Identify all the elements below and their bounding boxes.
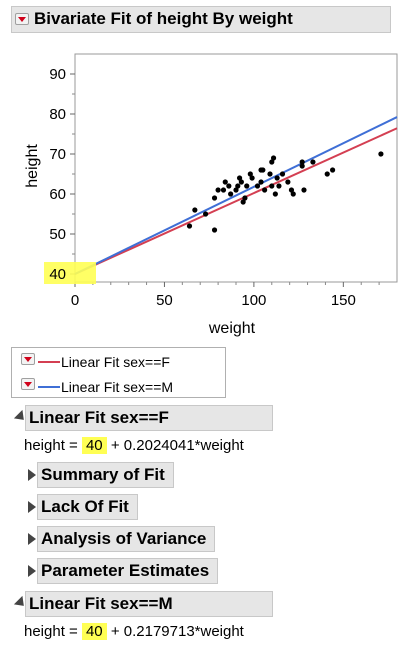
legend-m-menu-icon[interactable] — [21, 378, 35, 390]
y-tick-label: 70 — [49, 146, 66, 163]
data-point — [249, 175, 255, 181]
analysis-of-variance-header[interactable]: Analysis of Variance — [37, 526, 216, 552]
fit-m-title: Linear Fit sex==M — [29, 594, 173, 613]
data-point — [258, 179, 264, 185]
data-point — [274, 175, 280, 181]
fit-legend — [11, 347, 226, 398]
x-tick-label: 50 — [156, 292, 173, 309]
y-tick-label: 50 — [49, 226, 66, 243]
fit-m-eq-intercept: 40 — [81, 623, 107, 640]
plot-frame — [74, 53, 398, 283]
data-point — [254, 183, 261, 189]
data-point — [299, 163, 305, 169]
data-point — [276, 183, 282, 189]
data-point — [310, 159, 316, 165]
fit-f-equation: height = 40 + 0.2024041*weight — [24, 437, 244, 454]
x-axis-label: weight — [208, 320, 256, 337]
legend-f-menu-icon[interactable] — [21, 353, 35, 365]
data-point — [324, 171, 330, 177]
fit-f-title: Linear Fit sex==F — [29, 408, 169, 427]
fit-m-header[interactable]: Linear Fit sex==M — [25, 591, 273, 617]
data-point — [288, 187, 295, 193]
y-axis-label: height — [24, 144, 41, 188]
legend-m-label: Linear Fit sex==M — [61, 379, 174, 395]
data-point — [238, 179, 244, 185]
fit-f-eq-rest: + 0.2024041*weight — [106, 437, 244, 454]
data-point — [242, 195, 248, 201]
fit-f-header[interactable]: Linear Fit sex==F — [25, 405, 273, 431]
data-point — [228, 191, 234, 197]
intercept-highlight — [44, 262, 96, 284]
data-point — [215, 187, 221, 193]
report-menu-icon[interactable] — [15, 13, 29, 25]
data-point — [192, 207, 198, 213]
fit-m-equation: height = 40 + 0.2179713*weight — [24, 623, 244, 640]
legend-f-label: Linear Fit sex==F — [61, 354, 170, 370]
fit-f-eq-intercept: 40 — [81, 437, 107, 454]
x-tick-label: 100 — [241, 292, 266, 309]
fit-line-m — [74, 116, 398, 275]
summary-of-fit-title: Summary of Fit — [41, 465, 165, 484]
report-title: Bivariate Fit of height By weight — [34, 9, 293, 28]
parameter-estimates-header[interactable]: Parameter Estimates — [37, 558, 219, 584]
data-point — [186, 223, 193, 229]
legend-m-swatch — [38, 386, 60, 388]
y-tick-label: 60 — [49, 186, 66, 203]
data-point — [247, 171, 253, 177]
parameter-estimates-disclosure-icon[interactable] — [28, 565, 36, 577]
bivariate-plot[interactable]: 0 50 100 150 40 50 60 70 80 90 height weight — [0, 38, 410, 340]
data-point — [240, 199, 246, 205]
parameter-estimates-title: Parameter Estimates — [41, 561, 210, 580]
data-point — [244, 183, 250, 189]
data-point — [270, 155, 277, 161]
data-point — [269, 183, 275, 189]
data-point — [267, 171, 273, 177]
y-tick-label: 90 — [49, 66, 66, 83]
data-point — [233, 187, 239, 193]
analysis-of-variance-disclosure-icon[interactable] — [28, 533, 36, 545]
data-point — [269, 159, 275, 165]
data-point — [279, 171, 286, 177]
data-point — [285, 179, 291, 185]
data-point — [202, 211, 209, 217]
lack-of-fit-disclosure-icon[interactable] — [28, 501, 36, 513]
y-tick-label: 40 — [49, 266, 66, 283]
data-point — [211, 195, 218, 201]
fit-f-eq-prefix: height = — [24, 437, 82, 454]
fit-m-eq-prefix: height = — [24, 623, 82, 640]
data-point — [260, 167, 266, 173]
legend-f-swatch — [38, 361, 60, 363]
data-point — [235, 183, 241, 189]
data-point — [290, 191, 296, 197]
data-point — [330, 167, 336, 173]
data-point — [220, 187, 227, 193]
report-title-bar[interactable]: Bivariate Fit of height By weight — [11, 6, 391, 33]
lack-of-fit-header[interactable]: Lack Of Fit — [37, 494, 138, 520]
data-point — [236, 175, 243, 181]
x-tick-label: 150 — [331, 292, 356, 309]
y-tick-label: 80 — [49, 106, 66, 123]
data-point — [226, 183, 232, 189]
data-point — [378, 151, 384, 157]
summary-of-fit-header[interactable]: Summary of Fit — [37, 462, 174, 488]
data-point — [211, 227, 218, 233]
data-point — [272, 191, 278, 197]
data-point — [262, 187, 268, 193]
analysis-of-variance-title: Analysis of Variance — [41, 529, 207, 548]
lack-of-fit-title: Lack Of Fit — [41, 497, 129, 516]
data-point — [301, 187, 307, 193]
data-point — [222, 179, 228, 185]
summary-of-fit-disclosure-icon[interactable] — [28, 469, 36, 481]
data-point — [299, 159, 305, 165]
x-tick-label: 0 — [71, 292, 79, 309]
fit-m-eq-rest: + 0.2179713*weight — [106, 623, 244, 640]
fit-line-f — [74, 127, 398, 275]
